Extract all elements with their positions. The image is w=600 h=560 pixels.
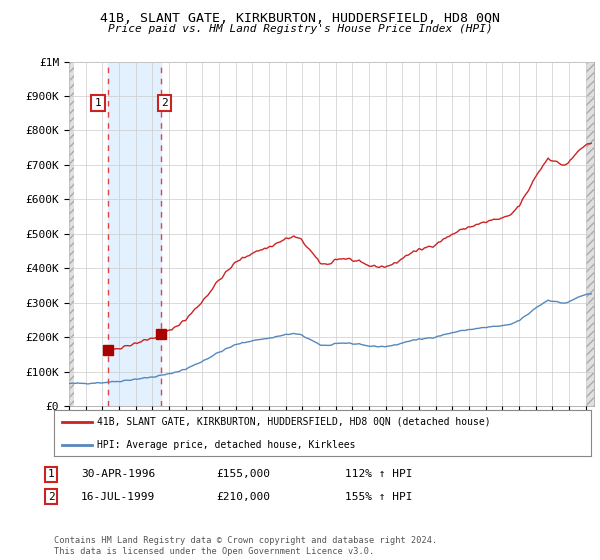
Text: Contains HM Land Registry data © Crown copyright and database right 2024.
This d: Contains HM Land Registry data © Crown c… — [54, 536, 437, 556]
Text: Price paid vs. HM Land Registry's House Price Index (HPI): Price paid vs. HM Land Registry's House … — [107, 24, 493, 34]
Text: 112% ↑ HPI: 112% ↑ HPI — [345, 469, 413, 479]
Text: £155,000: £155,000 — [216, 469, 270, 479]
Text: 30-APR-1996: 30-APR-1996 — [81, 469, 155, 479]
Text: 41B, SLANT GATE, KIRKBURTON, HUDDERSFIELD, HD8 0QN: 41B, SLANT GATE, KIRKBURTON, HUDDERSFIEL… — [100, 12, 500, 25]
Text: 1: 1 — [94, 98, 101, 108]
Text: HPI: Average price, detached house, Kirklees: HPI: Average price, detached house, Kirk… — [97, 440, 355, 450]
Bar — [586, 62, 600, 406]
Bar — [52, 62, 74, 406]
Text: £210,000: £210,000 — [216, 492, 270, 502]
Text: 1: 1 — [47, 469, 55, 479]
Text: 16-JUL-1999: 16-JUL-1999 — [81, 492, 155, 502]
Text: 155% ↑ HPI: 155% ↑ HPI — [345, 492, 413, 502]
Text: 2: 2 — [47, 492, 55, 502]
Text: 2: 2 — [161, 98, 168, 108]
Bar — [108, 62, 161, 406]
Text: 41B, SLANT GATE, KIRKBURTON, HUDDERSFIELD, HD8 0QN (detached house): 41B, SLANT GATE, KIRKBURTON, HUDDERSFIEL… — [97, 417, 491, 427]
